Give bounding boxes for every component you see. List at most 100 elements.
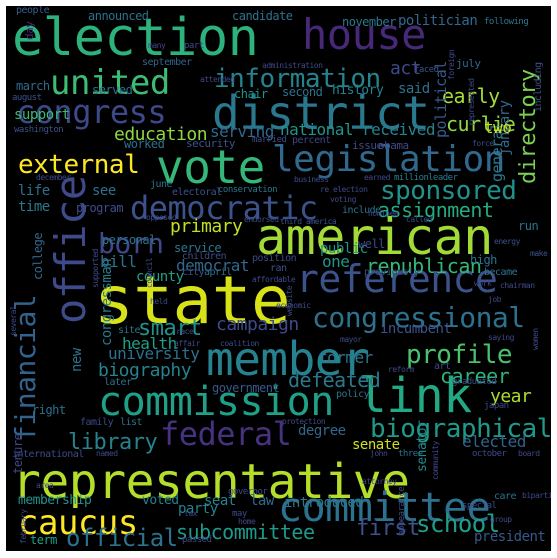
word: following (484, 17, 529, 27)
word: information (214, 64, 381, 94)
word: reform (388, 365, 414, 374)
word: issue (352, 139, 383, 152)
word: degree (298, 423, 346, 439)
word: see (92, 183, 116, 199)
word: august (12, 93, 42, 103)
word: campaign (216, 314, 299, 335)
word: one (322, 252, 350, 271)
word: mayor (340, 335, 362, 344)
word: college (31, 232, 45, 280)
word: family (80, 417, 114, 428)
word: affordable (252, 275, 296, 284)
word: link (358, 368, 472, 424)
word: make (530, 249, 548, 258)
word: became (484, 267, 518, 278)
word: act (390, 58, 422, 79)
word: reference (296, 257, 498, 301)
word: community (431, 441, 440, 480)
word: include (342, 205, 381, 216)
word: bipartisan (522, 491, 551, 500)
word: united (50, 63, 170, 103)
word: congress (16, 93, 167, 131)
word: electoral (172, 187, 222, 198)
word: well (358, 237, 385, 251)
word: right (32, 403, 66, 417)
word: governor (228, 487, 268, 497)
word: art (434, 361, 451, 372)
word: office (46, 175, 95, 324)
word: law (250, 493, 274, 509)
word: supported (91, 249, 100, 288)
word: national (280, 120, 354, 139)
word: april (204, 267, 232, 278)
word: district (212, 86, 430, 140)
word: people (16, 6, 50, 16)
word: serving (210, 122, 274, 141)
word: service (174, 241, 222, 255)
word: senator (415, 420, 430, 472)
word: children (182, 251, 227, 262)
word: sponsored (380, 176, 517, 206)
word: women (531, 328, 540, 350)
word: energy (494, 237, 520, 246)
word: health (122, 334, 177, 353)
word: city (182, 267, 205, 278)
word: voting (330, 195, 356, 204)
word: later (104, 377, 132, 388)
word: represented (467, 78, 476, 126)
word: early (442, 84, 500, 108)
word: million (394, 173, 429, 183)
word: coalition (220, 339, 259, 348)
word: government (212, 381, 280, 395)
word: state (94, 262, 291, 339)
word: earned (364, 173, 390, 182)
word: november (342, 15, 396, 29)
word: term (30, 533, 57, 547)
word: council (145, 257, 154, 288)
word: list (120, 417, 143, 428)
word: worked (124, 137, 165, 151)
word: conservation (218, 185, 278, 195)
word: day (23, 21, 36, 40)
word: voted (142, 493, 179, 508)
word: democrat (176, 256, 250, 275)
word: incumbent (380, 321, 452, 337)
word: security (186, 137, 235, 150)
word: job (488, 295, 501, 304)
word: held (150, 297, 168, 306)
word: history (332, 83, 384, 98)
word: area (36, 481, 54, 490)
word: many (148, 41, 166, 50)
word: curlie (446, 112, 516, 136)
word: foreign (447, 49, 456, 80)
word: house (302, 10, 426, 59)
word: part (184, 41, 204, 51)
word: library (68, 430, 158, 455)
word: business (294, 175, 329, 184)
word: three (398, 449, 423, 459)
word: appearance (397, 486, 407, 536)
word: first (356, 516, 420, 541)
word: member (206, 332, 370, 386)
word: several (9, 305, 18, 336)
word: new (69, 348, 85, 372)
word: endorsed (244, 215, 279, 224)
word: june (150, 179, 173, 190)
word: economic (276, 301, 311, 310)
word: run (518, 219, 539, 233)
word: career (440, 364, 510, 388)
word: site (118, 325, 141, 336)
word: former (318, 348, 373, 367)
word: announced (88, 9, 149, 23)
word: married (252, 135, 287, 145)
word: year (490, 386, 532, 407)
word: october (472, 449, 507, 459)
word: primary (170, 216, 243, 237)
word: board (518, 449, 540, 458)
word: legislation (272, 139, 505, 180)
word: election (12, 8, 259, 68)
word: chairman (500, 281, 535, 290)
word: high (470, 253, 497, 267)
word: john (370, 449, 388, 458)
word: december (36, 173, 71, 182)
